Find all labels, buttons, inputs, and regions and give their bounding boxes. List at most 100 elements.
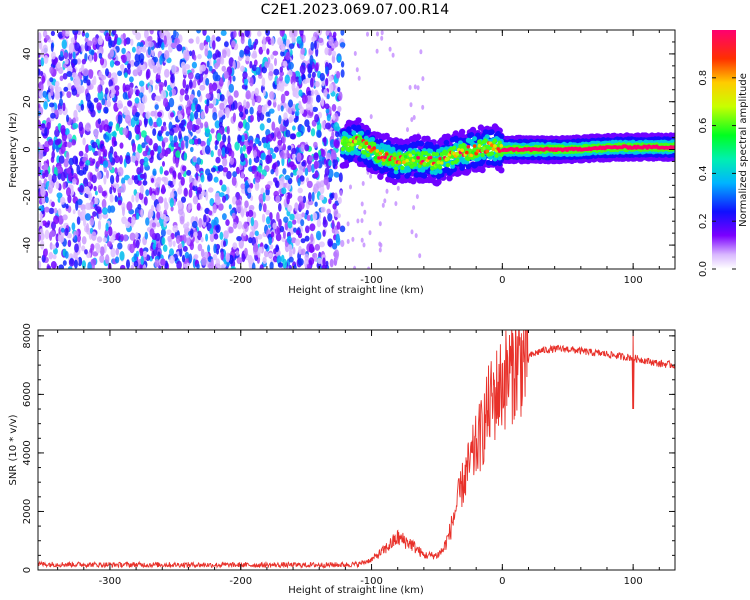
heatmap-cell [273,146,279,153]
heatmap-cell [72,117,76,125]
heatmap-cell [258,202,262,212]
heatmap-cell [160,125,164,134]
heatmap-cell [414,134,422,141]
heatmap-cell [135,239,140,249]
heatmap-cell [129,232,136,241]
heatmap-cell [225,219,230,227]
heatmap-cell [205,233,209,242]
heatmap-cell [263,142,267,149]
heatmap-cell [489,129,495,135]
heatmap-cell [254,87,259,97]
heatmap-cell [315,230,322,241]
heatmap-cell [67,239,72,248]
heatmap-cell [294,91,300,99]
heatmap-cell [269,261,274,269]
heatmap-cell [84,213,91,221]
heatmap-cell [85,32,90,39]
heatmap-cell [319,72,325,82]
heatmap-cell [130,264,135,269]
heatmap-cell [255,67,261,75]
heatmap-cell [346,239,350,244]
heatmap-cell [322,216,327,225]
heatmap-cell [67,266,73,269]
heatmap-cell [291,34,295,42]
heatmap-cell [301,161,306,167]
heatmap-cell [214,196,221,206]
heatmap-cell [455,152,460,156]
heatmap-cell [137,143,141,151]
heatmap-cell [248,237,253,244]
heatmap-cell [310,128,316,137]
heatmap-xtick-label: -200 [229,275,252,286]
heatmap-cell [117,166,124,177]
heatmap-cell [460,148,464,153]
heatmap-cell [364,141,369,145]
heatmap-cell [212,254,218,261]
heatmap-cell [235,166,240,175]
heatmap-cell [117,70,123,77]
heatmap-cell [109,194,114,203]
heatmap-cell [169,90,173,97]
heatmap-cell [206,60,210,68]
heatmap-cell [328,36,334,46]
heatmap-cell [145,189,150,197]
heatmap-cell [185,139,189,149]
heatmap-cell [350,146,355,151]
heatmap-cell [383,155,387,159]
heatmap-cell [322,229,326,237]
heatmap-cell [305,209,309,215]
heatmap-cell [129,87,134,96]
heatmap-cell [153,56,159,63]
snr-plot-area [38,330,675,570]
heatmap-cell [70,139,77,146]
heatmap-cell [219,94,225,102]
heatmap-cell [279,225,285,233]
heatmap-cell [41,123,46,129]
heatmap-cell [145,111,151,120]
heatmap-cell [465,163,472,170]
heatmap-cell [380,35,384,41]
heatmap-cell [265,30,270,36]
heatmap-cell [289,30,293,38]
heatmap-cell [296,36,302,44]
heatmap-cell [185,84,189,92]
heatmap-cell [262,203,267,213]
heatmap-cell [317,257,322,265]
heatmap-cell [64,128,70,136]
heatmap-cell [186,169,192,176]
heatmap-cell [146,68,151,79]
heatmap-cell [214,120,221,129]
heatmap-cell [226,170,232,180]
heatmap-cell [215,156,221,164]
heatmap-cell [443,139,450,146]
heatmap-cell [191,220,198,229]
heatmap-cell [41,194,45,205]
heatmap-cell [263,250,269,258]
heatmap-cell [257,164,263,173]
heatmap-cell [102,237,108,243]
heatmap-cell [187,121,193,131]
heatmap-cell [197,243,203,252]
heatmap-cell [173,171,177,180]
heatmap-cell [162,161,165,167]
heatmap-cell [262,36,266,44]
heatmap-cell [299,30,304,36]
heatmap-cell [161,42,165,51]
heatmap-ytick-label: -40 [22,237,33,253]
heatmap-cell [74,243,79,253]
heatmap-cell [57,215,64,225]
heatmap-cell [38,179,42,189]
heatmap-cell [406,162,411,166]
heatmap-cell [297,258,304,266]
heatmap-cell [331,131,335,139]
heatmap-cell [121,54,127,64]
heatmap-cell [346,126,352,132]
heatmap-cell [264,61,270,69]
heatmap-cell [298,103,303,110]
heatmap-cell [359,130,365,136]
heatmap-cell [44,127,48,137]
heatmap-cell [422,161,427,166]
heatmap-cell [130,155,137,163]
heatmap-cell [152,128,157,137]
heatmap-cell [498,133,505,140]
